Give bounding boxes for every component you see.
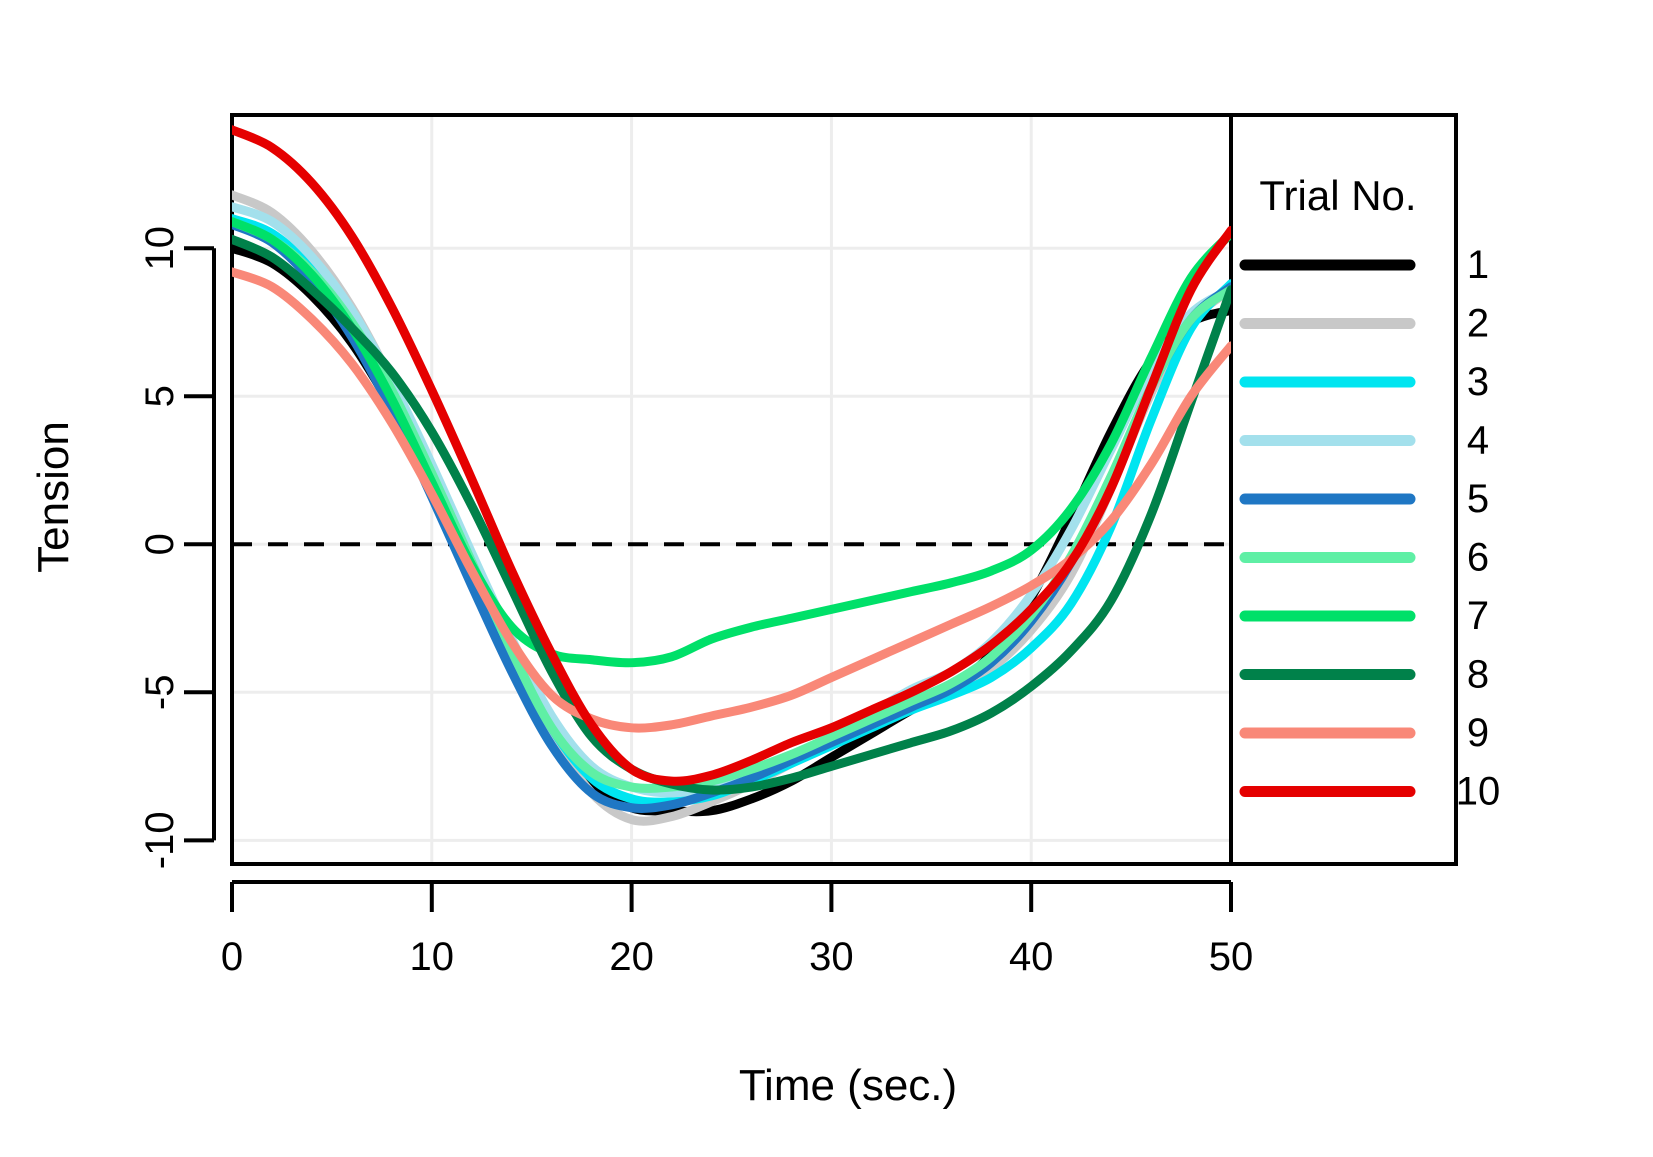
x-tick-label: 20 <box>609 935 654 979</box>
x-tick-label: 30 <box>809 935 854 979</box>
legend: Trial No. 1 2 3 4 5 6 7 8 9 10 <box>1239 172 1501 814</box>
legend-label-trial-9[interactable]: 9 <box>1467 711 1489 755</box>
x-tick-label: 10 <box>410 935 455 979</box>
x-axis-title: Time (sec.) <box>739 1061 957 1110</box>
x-tick-label: 0 <box>221 935 243 979</box>
legend-label-trial-7[interactable]: 7 <box>1467 594 1489 638</box>
y-tick-label: -5 <box>138 675 182 711</box>
series-line-trial-8 <box>232 234 1231 795</box>
series-line-trial-7 <box>232 217 1231 668</box>
legend-label-trial-10[interactable]: 10 <box>1456 770 1501 814</box>
legend-title: Trial No. <box>1259 172 1416 219</box>
legend-label-trial-5[interactable]: 5 <box>1467 477 1489 521</box>
legend-label-trial-1[interactable]: 1 <box>1467 243 1489 287</box>
y-tick-label: 0 <box>138 533 182 555</box>
x-tick-label: 50 <box>1209 935 1254 979</box>
series-lines <box>232 125 1231 826</box>
series-line-trial-10 <box>232 125 1231 786</box>
y-tick-label: 10 <box>138 226 182 271</box>
legend-label-trial-4[interactable]: 4 <box>1467 419 1489 463</box>
legend-label-trial-2[interactable]: 2 <box>1467 302 1489 346</box>
plot-border <box>230 113 1458 866</box>
x-axis: 0 10 20 30 40 50 <box>221 880 1254 979</box>
legend-label-trial-6[interactable]: 6 <box>1467 536 1489 580</box>
y-axis-title: Tension <box>29 421 78 573</box>
x-tick-label: 40 <box>1009 935 1054 979</box>
y-tick-label: -10 <box>138 811 182 869</box>
y-tick-label: 5 <box>138 385 182 407</box>
y-axis: 10 5 0 -5 -10 <box>138 226 216 869</box>
legend-label-trial-8[interactable]: 8 <box>1467 653 1489 697</box>
legend-label-trial-3[interactable]: 3 <box>1467 360 1489 404</box>
